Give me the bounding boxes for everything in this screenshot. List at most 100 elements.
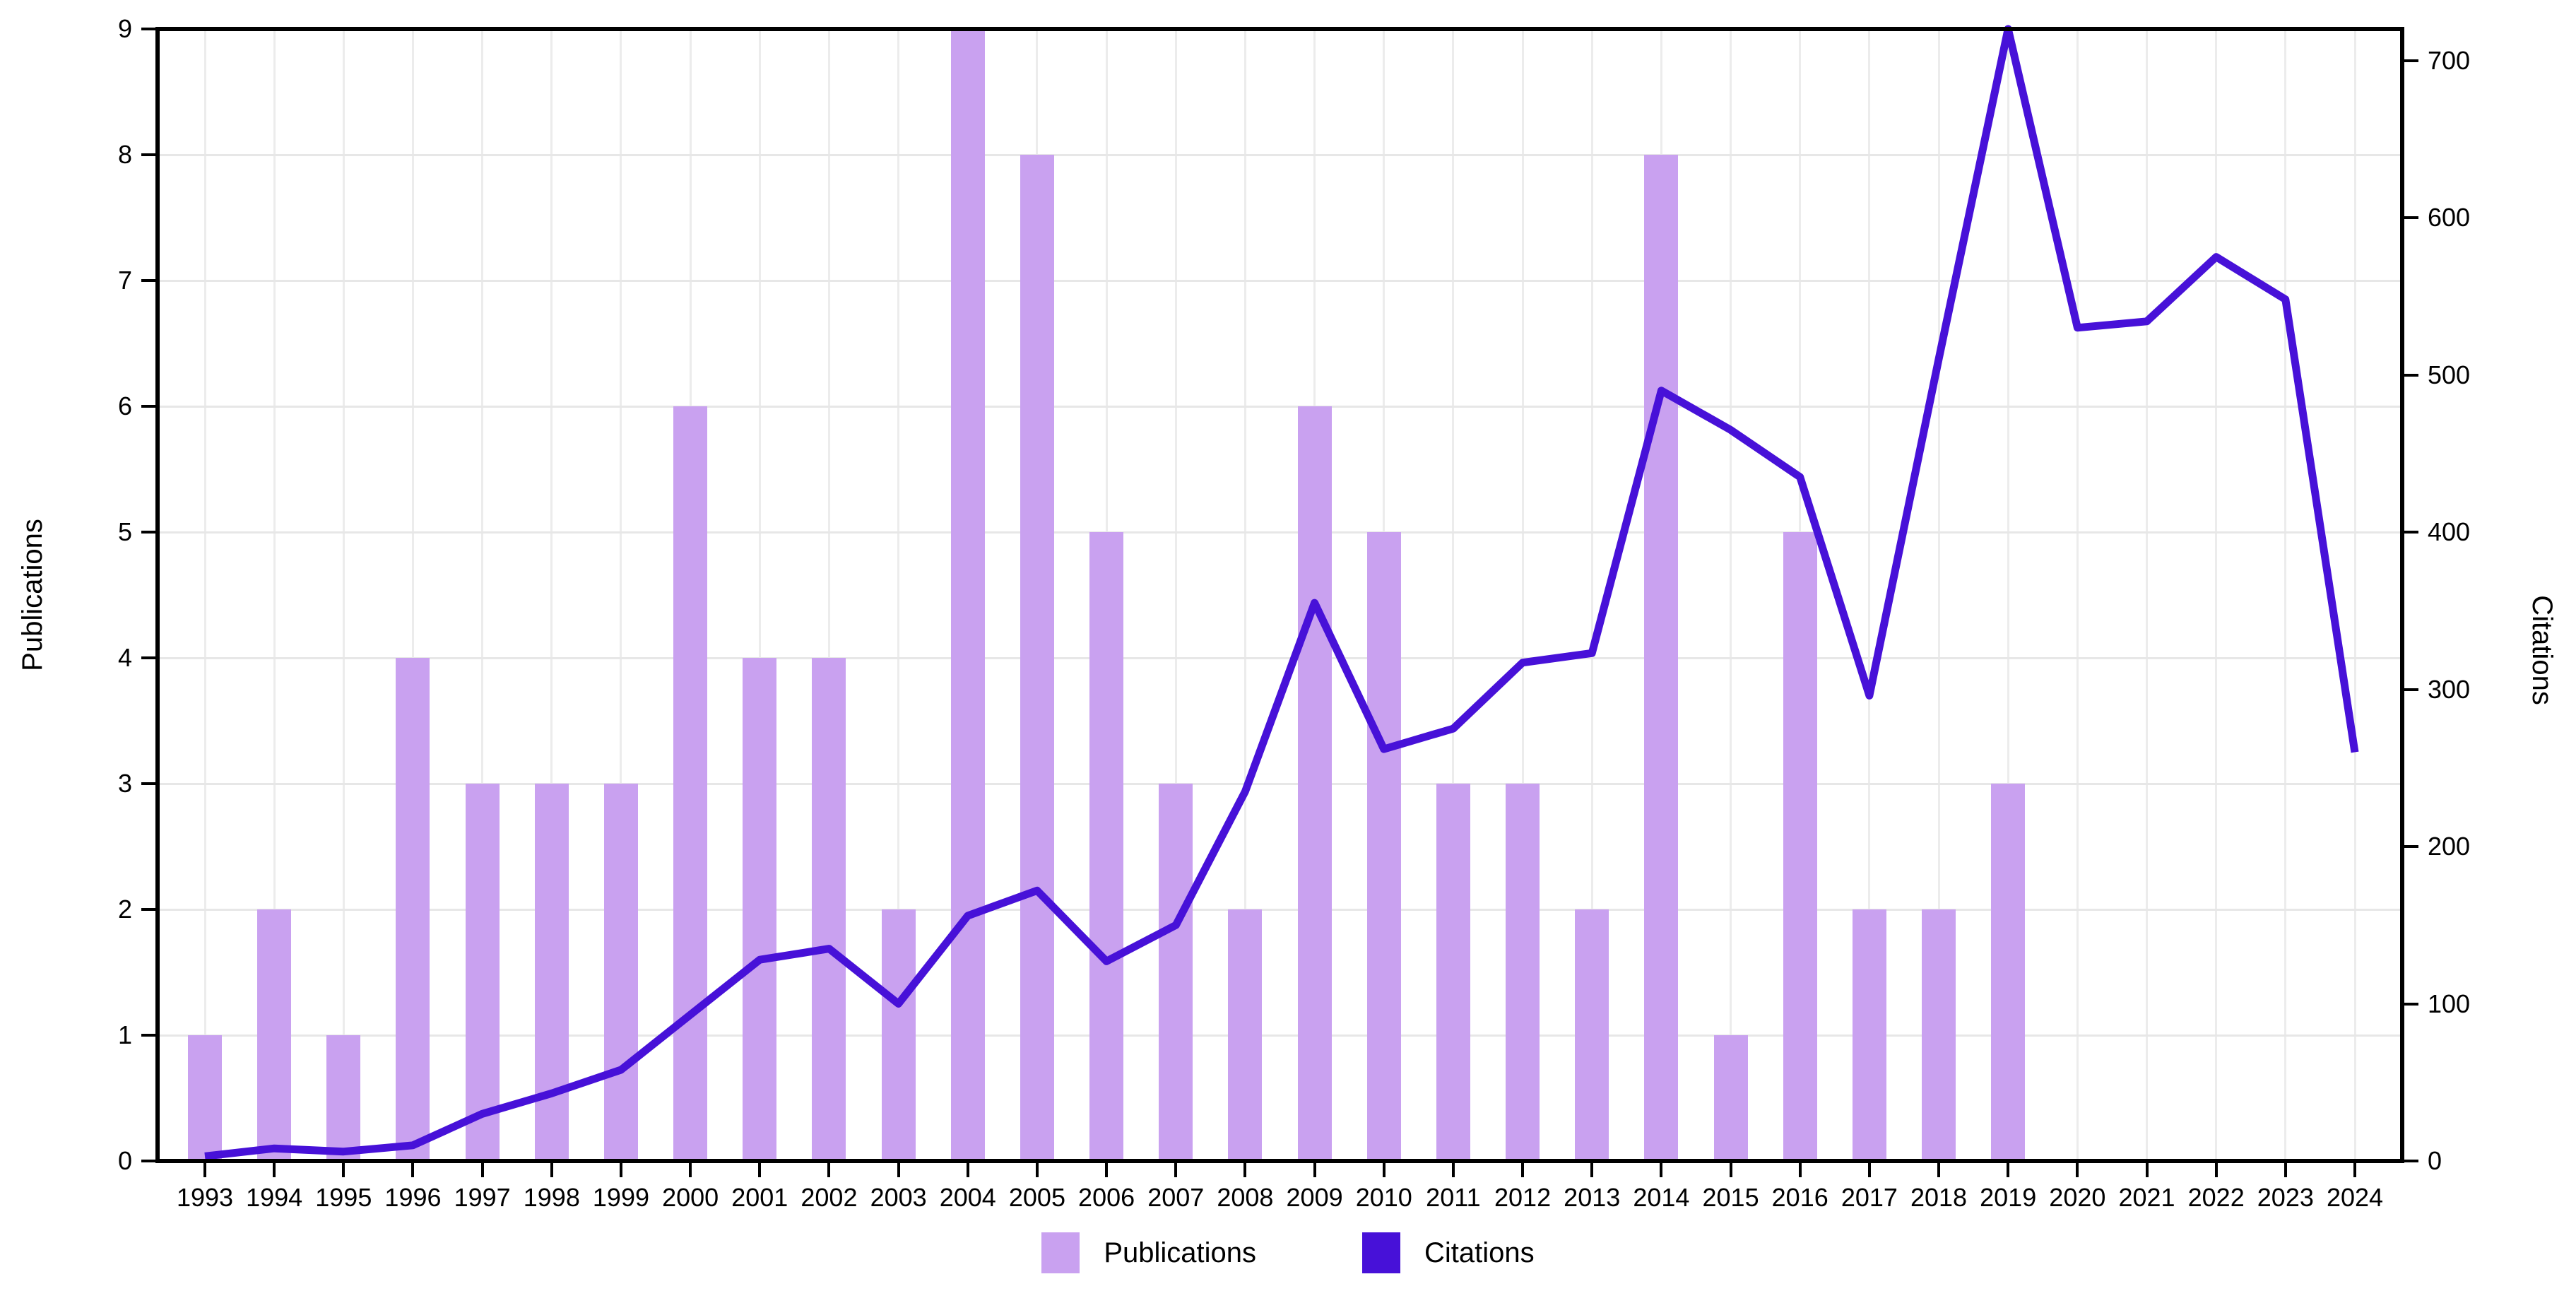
gridline-vertical-2001	[758, 29, 761, 1161]
citations-legend-label: Citations	[1424, 1237, 1535, 1268]
right-axis-tick-label-0: 0	[2428, 1146, 2442, 1175]
x-axis-tick-label-1997: 1997	[454, 1183, 511, 1212]
bar-2014	[1644, 155, 1679, 1161]
right-axis-tick-600	[2404, 216, 2418, 219]
gridline-vertical-2023	[2284, 29, 2287, 1161]
x-axis-tick-label-2011: 2011	[1426, 1183, 1481, 1212]
left-axis-tick-5	[141, 531, 155, 534]
left-axis-tick-label-2: 2	[117, 895, 132, 924]
x-axis-tick-2004	[966, 1163, 969, 1177]
right-axis-tick-label-700: 700	[2428, 45, 2471, 75]
x-axis-tick-1996	[411, 1163, 415, 1177]
bar-1994	[257, 909, 292, 1161]
publications-legend-label: Publications	[1104, 1237, 1257, 1268]
left-axis-tick-7	[141, 279, 155, 282]
left-axis-tick-label-6: 6	[117, 391, 132, 420]
x-axis-tick-2015	[1729, 1163, 1732, 1177]
bar-1995	[326, 1035, 361, 1161]
gridline-vertical-2022	[2215, 29, 2218, 1161]
left-axis-tick-1	[141, 1034, 155, 1037]
gridline-vertical-2008	[1243, 29, 1246, 1161]
left-axis-tick-label-4: 4	[117, 643, 132, 672]
right-axis-tick-label-400: 400	[2428, 517, 2471, 546]
citations-line	[204, 25, 2359, 1160]
left-axis-tick-2	[141, 908, 155, 911]
x-axis-tick-2010	[1382, 1163, 1386, 1177]
x-axis-tick-label-2018: 2018	[1910, 1183, 1968, 1212]
left-axis-tick-3	[141, 782, 155, 785]
bar-2003	[881, 909, 916, 1161]
bar-2009	[1297, 406, 1332, 1161]
x-axis-tick-label-2023: 2023	[2257, 1183, 2314, 1212]
bar-2002	[812, 658, 846, 1161]
x-axis-tick-label-2007: 2007	[1147, 1183, 1205, 1212]
gridline-horizontal-5	[158, 531, 2402, 534]
x-axis-tick-2020	[2076, 1163, 2079, 1177]
x-axis-tick-label-2002: 2002	[800, 1183, 858, 1212]
bar-2013	[1575, 909, 1609, 1161]
x-axis-tick-2014	[1660, 1163, 1663, 1177]
gridline-vertical-2013	[1590, 29, 1593, 1161]
gridline-vertical-2024	[2353, 29, 2356, 1161]
x-axis-tick-2018	[1937, 1163, 1941, 1177]
publications-legend-swatch	[1041, 1232, 1080, 1273]
x-axis-tick-2009	[1313, 1163, 1316, 1177]
right-axis-tick-100	[2404, 1002, 2418, 1006]
right-axis-tick-label-200: 200	[2428, 832, 2471, 861]
bar-2018	[1922, 909, 1956, 1161]
x-axis-tick-2002	[827, 1163, 831, 1177]
bar-2017	[1852, 909, 1886, 1161]
x-axis-tick-2013	[1590, 1163, 1594, 1177]
gridline-horizontal-1	[158, 1034, 2402, 1037]
x-axis-tick-1998	[550, 1163, 553, 1177]
x-axis-tick-label-2024: 2024	[2326, 1183, 2384, 1212]
gridline-vertical-2020	[2076, 29, 2079, 1161]
gridline-vertical-1997	[481, 29, 484, 1161]
right-axis-tick-700	[2404, 59, 2418, 62]
x-axis-tick-label-2016: 2016	[1771, 1183, 1828, 1212]
x-axis-tick-2023	[2283, 1163, 2287, 1177]
x-axis-tick-label-1993: 1993	[176, 1183, 234, 1212]
x-axis-tick-label-1995: 1995	[315, 1183, 372, 1212]
x-axis-tick-label-2001: 2001	[731, 1183, 788, 1212]
x-axis-tick-label-2015: 2015	[1702, 1183, 1759, 1212]
top-axis-spine	[155, 27, 2404, 31]
right-axis-tick-500	[2404, 373, 2418, 377]
bar-2019	[1991, 784, 2026, 1161]
x-axis-tick-label-2021: 2021	[2118, 1183, 2175, 1212]
gridline-vertical-1996	[411, 29, 414, 1161]
gridline-vertical-2012	[1521, 29, 1524, 1161]
right-axis-tick-300	[2404, 688, 2418, 691]
citations-line-svg	[204, 25, 2359, 1160]
x-axis-tick-label-1999: 1999	[592, 1183, 649, 1212]
bar-1997	[465, 784, 500, 1161]
bar-2006	[1089, 532, 1124, 1161]
x-axis-tick-label-2013: 2013	[1564, 1183, 1621, 1212]
bar-2008	[1228, 909, 1263, 1161]
gridline-vertical-2007	[1174, 29, 1177, 1161]
gridline-vertical-1999	[620, 29, 622, 1161]
left-axis-tick-label-9: 9	[117, 14, 132, 43]
x-axis-tick-label-2019: 2019	[1980, 1183, 2037, 1212]
gridline-vertical-1998	[550, 29, 553, 1161]
gridline-vertical-1994	[273, 29, 276, 1161]
right-axis-spine	[2400, 27, 2404, 1163]
bar-2004	[950, 29, 985, 1161]
gridline-horizontal-4	[158, 656, 2402, 659]
x-axis-tick-2008	[1243, 1163, 1247, 1177]
x-axis-tick-label-2017: 2017	[1841, 1183, 1898, 1212]
x-axis-tick-2024	[2353, 1163, 2356, 1177]
x-axis-tick-label-2003: 2003	[870, 1183, 927, 1212]
bar-2005	[1020, 155, 1054, 1161]
bar-2010	[1366, 532, 1401, 1161]
bar-2011	[1436, 784, 1470, 1161]
x-axis-tick-1999	[619, 1163, 622, 1177]
bar-2007	[1159, 784, 1193, 1161]
left-axis-tick-label-7: 7	[117, 266, 132, 295]
x-axis-tick-label-1994: 1994	[246, 1183, 303, 1212]
x-axis-tick-2012	[1521, 1163, 1525, 1177]
legend-item-publications: Publications	[1041, 1232, 1256, 1273]
gridline-vertical-2003	[897, 29, 900, 1161]
bar-1996	[396, 658, 430, 1161]
right-axis-tick-label-500: 500	[2428, 360, 2471, 389]
